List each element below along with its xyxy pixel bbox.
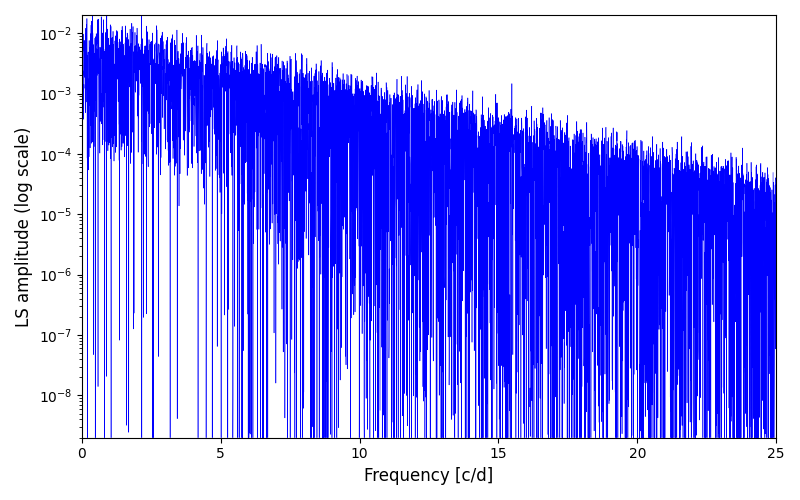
Y-axis label: LS amplitude (log scale): LS amplitude (log scale) xyxy=(15,126,33,326)
X-axis label: Frequency [c/d]: Frequency [c/d] xyxy=(364,467,494,485)
